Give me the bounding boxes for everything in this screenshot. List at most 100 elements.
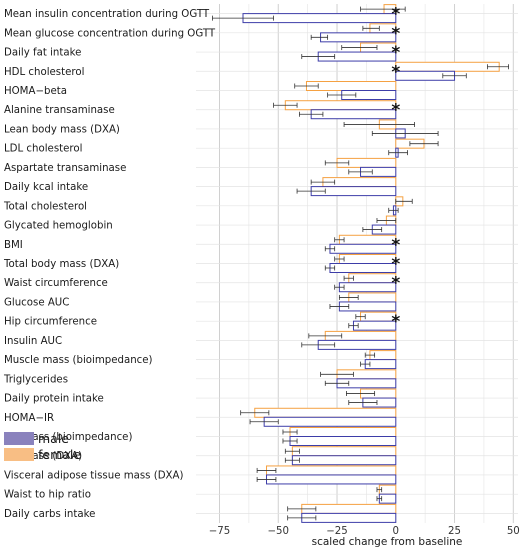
x-axis-label: scaled change from baseline: [312, 536, 463, 548]
category-label: Mean glucose concentration during OGTT: [4, 28, 216, 39]
category-label: Daily kcal intake: [4, 182, 88, 193]
error-bar: [294, 83, 319, 89]
x-tick-label: −50: [268, 526, 290, 537]
error-bar: [334, 256, 345, 262]
category-label: Daily protein intake: [4, 394, 104, 405]
category-label: Triglycerides: [3, 374, 68, 385]
bar-female: [305, 81, 397, 91]
category-label: Fat mass (bioimpedance): [4, 432, 132, 443]
error-bar: [249, 419, 279, 425]
error-bar: [376, 496, 383, 502]
error-bar: [376, 218, 397, 224]
error-bar: [388, 207, 399, 213]
error-bar: [299, 111, 324, 117]
error-bar: [348, 169, 373, 175]
category-label: HOMA−IR: [4, 413, 54, 424]
error-bar: [301, 54, 336, 60]
error-bar: [348, 400, 378, 406]
legend-swatch-female: [4, 448, 34, 461]
error-bar: [341, 45, 378, 51]
error-bar: [362, 25, 380, 31]
error-bar: [442, 73, 467, 79]
legend-swatch-male: [4, 432, 34, 445]
significance-marker: *: [391, 24, 400, 44]
x-tick-label: −75: [209, 526, 231, 537]
error-bar: [371, 130, 439, 136]
error-bar: [240, 410, 270, 416]
bar-male: [338, 282, 397, 293]
error-bar: [338, 294, 359, 300]
error-bar: [324, 246, 336, 252]
bar-female: [254, 407, 397, 418]
category-label: HDL cholesterol: [4, 67, 84, 78]
category-label: Alanine transaminase: [4, 105, 115, 116]
x-tick-label: 0: [393, 526, 399, 537]
error-bar: [355, 314, 366, 320]
significance-marker: *: [391, 101, 400, 121]
category-label: Aspartate transaminase: [4, 163, 126, 174]
error-bar: [346, 391, 376, 397]
error-bar: [487, 64, 509, 70]
category-label: Total body mass (DXA): [3, 259, 119, 270]
bar-female: [338, 254, 397, 264]
error-bar: [310, 179, 336, 185]
error-bar: [324, 265, 336, 271]
bar-female: [348, 273, 397, 284]
bar-male: [263, 416, 397, 427]
bar-male: [289, 436, 397, 446]
significance-marker: *: [391, 255, 400, 275]
category-label: Fat mass (DXA): [4, 451, 82, 462]
bar-female: [266, 465, 397, 476]
category-label: Daily carbs intake: [4, 509, 95, 520]
error-bar: [360, 361, 371, 367]
category-label: Visceral adipose tissue mass (DXA): [4, 470, 183, 481]
category-labels: Mean insulin concentration during OGTT Me…: [3, 9, 216, 520]
x-tick-label: 25: [448, 526, 461, 537]
error-bar: [360, 6, 406, 12]
error-bar: [364, 352, 376, 358]
error-bar: [334, 284, 345, 290]
category-label: Mean insulin concentration during OGTT: [4, 9, 210, 20]
error-bar: [320, 371, 354, 377]
category-label: Daily fat intake: [4, 48, 81, 59]
category-label: Waist to hip ratio: [4, 490, 91, 501]
error-bar: [362, 227, 383, 233]
error-bar: [388, 150, 408, 156]
bar-female: [284, 100, 397, 111]
category-label: Total cholesterol: [3, 201, 87, 212]
bar-male: [291, 455, 397, 466]
error-bar: [395, 198, 413, 204]
error-bar: [301, 342, 336, 348]
error-bar: [324, 160, 350, 166]
category-label: Muscle mass (bioimpedance): [4, 355, 153, 366]
error-bar: [324, 380, 350, 386]
bar-male: [329, 263, 397, 273]
significance-marker: *: [391, 274, 400, 294]
category-label: Waist circumference: [4, 278, 108, 289]
significance-marker: *: [391, 312, 400, 332]
error-bar: [273, 102, 298, 108]
error-bar: [284, 457, 300, 463]
category-label: Lean body mass (DXA): [4, 124, 120, 135]
error-bar: [212, 15, 274, 21]
error-bar: [334, 237, 345, 243]
error-bar: [287, 515, 317, 521]
bar-female: [289, 427, 397, 437]
error-bar: [409, 141, 439, 147]
bar-female: [291, 446, 397, 457]
error-bar: [329, 303, 350, 309]
error-bar: [343, 121, 415, 127]
error-bar: [256, 467, 277, 473]
error-bar: [310, 34, 329, 40]
error-bar: [296, 188, 326, 194]
error-bar: [282, 429, 298, 435]
error-bar: [282, 438, 298, 444]
category-label: BMI: [4, 240, 23, 251]
bar-male: [266, 474, 397, 485]
error-bar: [343, 275, 354, 281]
bars-layer: *********: [212, 4, 509, 523]
significance-marker: *: [391, 235, 400, 255]
error-bar: [308, 333, 343, 339]
error-bar: [348, 323, 359, 329]
